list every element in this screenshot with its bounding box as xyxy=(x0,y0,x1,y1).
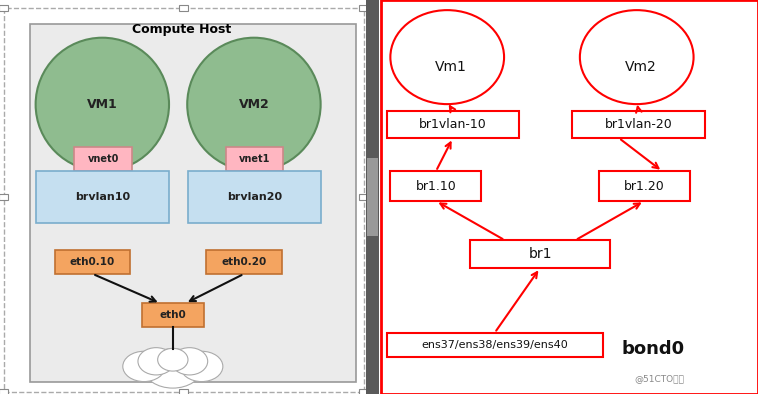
Text: eth0.10: eth0.10 xyxy=(70,257,115,267)
Ellipse shape xyxy=(144,349,202,388)
Text: VM2: VM2 xyxy=(239,98,269,111)
FancyBboxPatch shape xyxy=(55,250,130,274)
FancyBboxPatch shape xyxy=(572,111,705,138)
FancyBboxPatch shape xyxy=(0,194,8,200)
FancyBboxPatch shape xyxy=(226,147,283,171)
Text: Vm1: Vm1 xyxy=(435,60,467,74)
Text: bond0: bond0 xyxy=(622,340,684,358)
FancyBboxPatch shape xyxy=(390,171,481,201)
Ellipse shape xyxy=(158,348,188,371)
FancyBboxPatch shape xyxy=(0,389,8,394)
Ellipse shape xyxy=(580,10,694,104)
FancyBboxPatch shape xyxy=(367,158,378,236)
Text: br1.20: br1.20 xyxy=(624,180,665,193)
Ellipse shape xyxy=(138,348,174,375)
FancyBboxPatch shape xyxy=(36,171,169,223)
FancyBboxPatch shape xyxy=(179,5,188,11)
Text: eth0.20: eth0.20 xyxy=(221,257,267,267)
Text: eth0: eth0 xyxy=(159,310,186,320)
Text: br1vlan-10: br1vlan-10 xyxy=(419,118,487,131)
FancyBboxPatch shape xyxy=(359,194,368,200)
FancyBboxPatch shape xyxy=(30,24,356,382)
Text: br1vlan-20: br1vlan-20 xyxy=(605,118,672,131)
FancyBboxPatch shape xyxy=(74,147,132,171)
FancyBboxPatch shape xyxy=(0,5,8,11)
Text: Compute Host: Compute Host xyxy=(133,23,231,36)
FancyBboxPatch shape xyxy=(359,5,368,11)
FancyBboxPatch shape xyxy=(381,0,758,394)
Ellipse shape xyxy=(171,348,208,375)
FancyBboxPatch shape xyxy=(142,303,204,327)
FancyBboxPatch shape xyxy=(188,171,321,223)
Text: vnet1: vnet1 xyxy=(239,154,271,164)
FancyBboxPatch shape xyxy=(366,0,379,394)
FancyBboxPatch shape xyxy=(599,171,690,201)
Text: vnet0: vnet0 xyxy=(87,154,119,164)
Ellipse shape xyxy=(36,38,169,171)
Text: @51CTO博客: @51CTO博客 xyxy=(634,375,684,383)
FancyBboxPatch shape xyxy=(387,333,603,357)
Text: brvlan20: brvlan20 xyxy=(227,192,282,202)
Ellipse shape xyxy=(123,351,165,381)
Text: Vm2: Vm2 xyxy=(625,60,656,74)
Text: br1.10: br1.10 xyxy=(415,180,456,193)
FancyBboxPatch shape xyxy=(387,111,519,138)
FancyBboxPatch shape xyxy=(206,250,282,274)
FancyBboxPatch shape xyxy=(359,389,368,394)
FancyBboxPatch shape xyxy=(470,240,610,268)
Ellipse shape xyxy=(390,10,504,104)
FancyBboxPatch shape xyxy=(179,389,188,394)
Text: br1: br1 xyxy=(528,247,552,261)
Ellipse shape xyxy=(187,38,321,171)
Text: ens37/ens38/ens39/ens40: ens37/ens38/ens39/ens40 xyxy=(421,340,568,350)
Text: brvlan10: brvlan10 xyxy=(75,192,130,202)
Ellipse shape xyxy=(180,351,223,381)
Text: VM1: VM1 xyxy=(87,98,117,111)
